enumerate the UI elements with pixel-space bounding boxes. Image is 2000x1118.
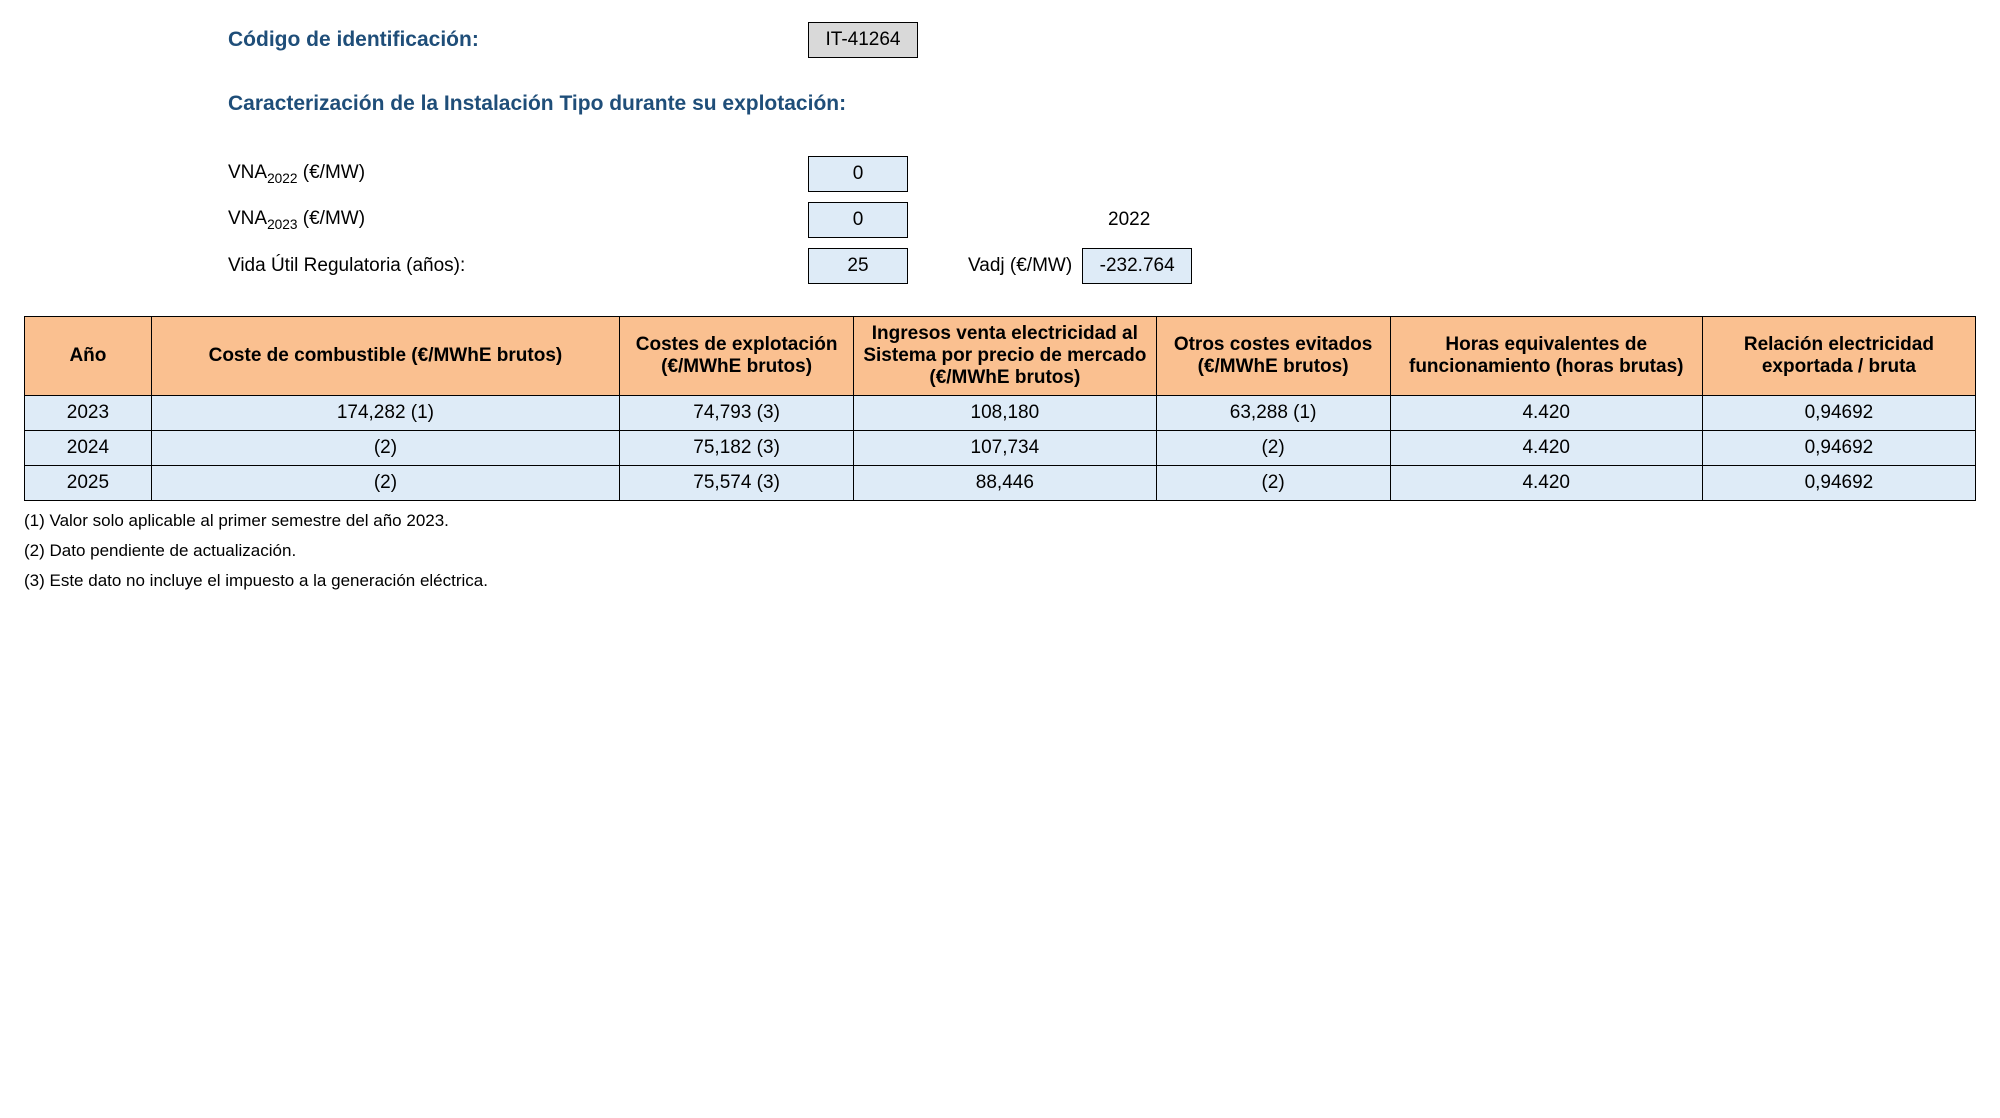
vadj-group: Vadj (€/MW) -232.764 (968, 248, 1192, 284)
id-label: Código de identificación: (228, 28, 808, 52)
table-cell: 174,282 (1) (151, 396, 619, 431)
vadj-value: -232.764 (1082, 248, 1192, 284)
table-body: 2023174,282 (1)74,793 (3)108,18063,288 (… (25, 396, 1976, 501)
table-cell: (2) (1156, 466, 1390, 501)
vida-util-value: 25 (808, 248, 908, 284)
section-title: Caracterización de la Instalación Tipo d… (228, 92, 846, 116)
vna-2022-label: VNA2022 (€/MW) (228, 162, 808, 186)
footnotes: (1) Valor solo aplicable al primer semes… (24, 511, 1976, 591)
table-cell: 0,94692 (1702, 466, 1975, 501)
vna-2023-value: 0 (808, 202, 908, 238)
data-table: AñoCoste de combustible (€/MWhE brutos)C… (24, 316, 1976, 501)
table-cell: 2023 (25, 396, 152, 431)
table-row: 2025(2)75,574 (3)88,446(2)4.4200,94692 (25, 466, 1976, 501)
table-cell: (2) (151, 431, 619, 466)
table-header-cell: Coste de combustible (€/MWhE brutos) (151, 317, 619, 396)
table-cell: (2) (1156, 431, 1390, 466)
table-row: 2024(2)75,182 (3)107,734(2)4.4200,94692 (25, 431, 1976, 466)
table-cell: 4.420 (1390, 431, 1702, 466)
table-cell: 63,288 (1) (1156, 396, 1390, 431)
vida-util-label: Vida Útil Regulatoria (años): (228, 255, 808, 277)
table-cell: 74,793 (3) (620, 396, 854, 431)
table-cell: 75,574 (3) (620, 466, 854, 501)
vadj-label: Vadj (€/MW) (968, 255, 1072, 277)
table-cell: 107,734 (854, 431, 1156, 466)
table-cell: 108,180 (854, 396, 1156, 431)
table-cell: 88,446 (854, 466, 1156, 501)
vna-2022-value: 0 (808, 156, 908, 192)
table-cell: 4.420 (1390, 466, 1702, 501)
table-header-cell: Otros costes evitados (€/MWhE brutos) (1156, 317, 1390, 396)
id-value: IT-41264 (808, 22, 918, 58)
table-header-cell: Ingresos venta electricidad al Sistema p… (854, 317, 1156, 396)
table-row: 2023174,282 (1)74,793 (3)108,18063,288 (… (25, 396, 1976, 431)
table-cell: 4.420 (1390, 396, 1702, 431)
table-cell: (2) (151, 466, 619, 501)
table-header-cell: Horas equivalentes de funcionamiento (ho… (1390, 317, 1702, 396)
params-block: VNA2022 (€/MW) 0 VNA2023 (€/MW) 0 2022 V… (228, 154, 1976, 286)
table-cell: 75,182 (3) (620, 431, 854, 466)
footnote: (3) Este dato no incluye el impuesto a l… (24, 571, 1976, 591)
table-header-cell: Relación electricidad exportada / bruta (1702, 317, 1975, 396)
header-block: Código de identificación: IT-41264 Carac… (228, 20, 1976, 124)
table-cell: 2025 (25, 466, 152, 501)
vna-2023-label: VNA2023 (€/MW) (228, 208, 808, 232)
table-header-row: AñoCoste de combustible (€/MWhE brutos)C… (25, 317, 1976, 396)
footnote: (1) Valor solo aplicable al primer semes… (24, 511, 1976, 531)
table-cell: 2024 (25, 431, 152, 466)
side-year: 2022 (968, 209, 1150, 231)
table-cell: 0,94692 (1702, 431, 1975, 466)
footnote: (2) Dato pendiente de actualización. (24, 541, 1976, 561)
table-cell: 0,94692 (1702, 396, 1975, 431)
table-header-cell: Costes de explotación (€/MWhE brutos) (620, 317, 854, 396)
table-header-cell: Año (25, 317, 152, 396)
